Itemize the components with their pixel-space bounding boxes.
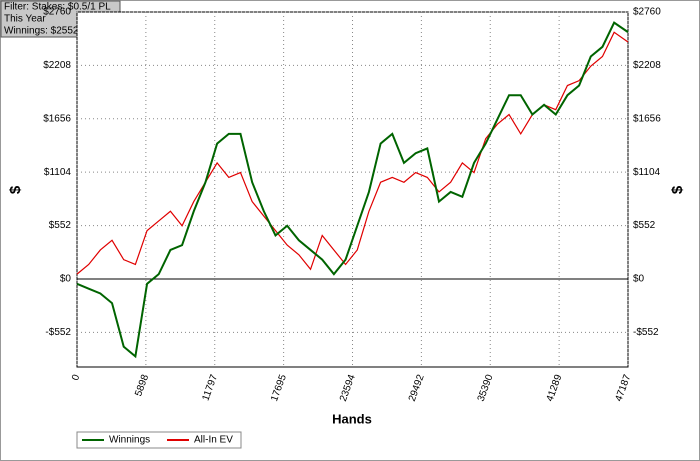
y-tick-label: $552 <box>633 220 656 231</box>
legend-label: Winnings <box>109 435 150 446</box>
y-tick-label: -$552 <box>45 327 71 338</box>
plot-area <box>76 11 629 368</box>
info-line: This Year <box>4 14 46 25</box>
y-tick-label: $1656 <box>43 113 71 124</box>
y-tick-label: $1104 <box>44 167 72 178</box>
y-tick-label: $2208 <box>43 60 71 71</box>
legend <box>76 431 242 449</box>
y-tick-label: $2760 <box>43 7 71 18</box>
y-tick-label: $1104 <box>633 167 661 178</box>
y-tick-label: $0 <box>60 274 72 285</box>
y-axis-label: $ <box>669 185 686 194</box>
y-tick-label: $0 <box>633 274 645 285</box>
y-tick-label: $1656 <box>633 113 661 124</box>
info-line: Winnings: $2552.45 <box>4 26 93 37</box>
info-line: Filter: Stakes: $0.5/1 PL <box>4 2 111 13</box>
legend-label: All-In EV <box>194 435 233 446</box>
y-axis-label: $ <box>7 185 24 194</box>
y-tick-label: -$552 <box>633 327 659 338</box>
line-series <box>76 21 629 359</box>
x-tick-label: 0 <box>70 373 82 382</box>
y-tick-label: $552 <box>49 220 72 231</box>
y-tick-label: $2208 <box>633 60 661 71</box>
y-tick-label: $2760 <box>633 7 661 18</box>
x-axis-label: Hands <box>332 411 372 426</box>
